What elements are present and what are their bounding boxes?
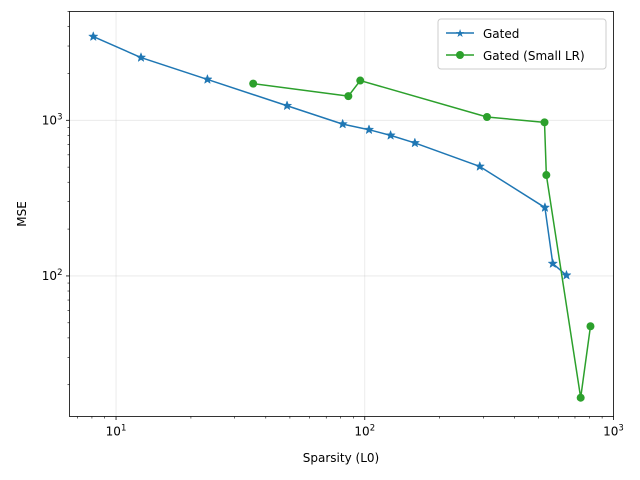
data-point-gated-small-lr [482, 112, 491, 121]
data-point-gated [385, 129, 396, 140]
data-point-gated [281, 100, 293, 111]
axis-ticks: 101 102 103 102 103 [42, 11, 624, 439]
x-tick-label: 103 [603, 424, 624, 439]
data-point-gated [409, 137, 421, 148]
data-point-gated-small-lr [356, 76, 365, 85]
legend-circle-icon [456, 51, 464, 59]
data-point-gated-small-lr [576, 393, 585, 402]
series-line-gated [92, 35, 567, 276]
plot-series [88, 31, 595, 402]
data-point-gated [561, 269, 572, 280]
x-tick-label: 102 [354, 424, 375, 439]
data-point-gated-small-lr [344, 92, 353, 101]
x-axis-label: Sparsity (L0) [303, 451, 379, 465]
data-point-gated [363, 124, 375, 135]
legend-label-gated-small-lr: Gated (Small LR) [483, 49, 585, 63]
data-point-gated [135, 52, 147, 63]
legend: ★ Gated Gated (Small LR) [437, 18, 607, 70]
plot-frame [69, 11, 614, 417]
x-tick-label: 101 [106, 424, 127, 439]
legend-label-gated: Gated [483, 27, 519, 41]
y-axis-label: MSE [15, 201, 29, 227]
data-point-gated [337, 118, 348, 129]
data-point-gated [547, 258, 559, 269]
data-point-gated [202, 73, 213, 84]
data-point-gated [474, 160, 486, 171]
y-tick-label: 102 [42, 268, 63, 283]
legend-box [437, 18, 607, 70]
data-point-gated-small-lr [586, 322, 595, 331]
y-tick-label: 103 [42, 112, 63, 127]
data-point-gated-small-lr [542, 171, 551, 180]
legend-star-icon: ★ [455, 27, 465, 40]
data-point-gated-small-lr [249, 79, 258, 88]
data-point-gated-small-lr [540, 118, 549, 127]
data-point-gated [539, 202, 551, 213]
data-point-gated [88, 31, 99, 42]
